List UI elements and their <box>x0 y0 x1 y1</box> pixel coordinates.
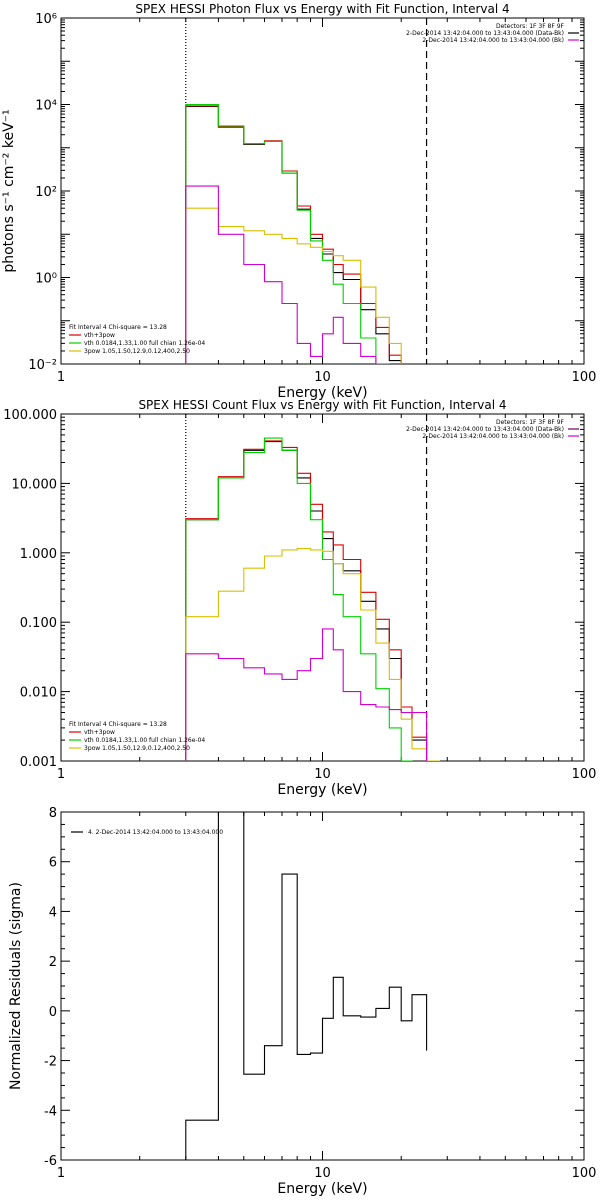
legend-top-entry: Detectors: 1F 3F 8F 9F <box>496 419 565 426</box>
series-line-4 <box>185 207 402 364</box>
chart-title: SPEX HESSI Count Flux vs Energy with Fit… <box>138 398 506 412</box>
y-tick-label: -6 <box>44 1154 57 1169</box>
x-tick-label: 1 <box>57 767 65 782</box>
series-line-2 <box>185 440 428 761</box>
plot-frame <box>60 811 585 1161</box>
series-group <box>185 437 440 761</box>
series-line-4 <box>185 548 440 761</box>
series-line-2 <box>185 105 402 364</box>
legend-bottom-entry: vth 0.0184,1.33,1.00 full chian 1.26e-04 <box>84 737 205 744</box>
x-tick-label: 10 <box>314 370 331 385</box>
legend-top-entry: 2-Dec-2014 13:42:04.000 to 13:43:04.000 … <box>422 433 564 440</box>
legend-bottom-entry: vth+3pow <box>84 332 115 339</box>
y-tick-label: 100.000 <box>3 408 57 423</box>
y-tick-label: 0.100 <box>20 616 57 631</box>
y-tick-label: 4 <box>49 905 57 920</box>
legend-bottom-entry: 3pow 1.05,1.50,12.9,0.12,400,2.50 <box>84 348 190 355</box>
chart-panel-2: SPEX HESSI Count Flux vs Energy with Fit… <box>3 398 596 798</box>
y-tick-label: 10⁴ <box>35 99 57 114</box>
x-tick-label: 1 <box>57 1166 65 1181</box>
chart-panel-1: SPEX HESSI Photon Flux vs Energy with Fi… <box>1 2 597 401</box>
y-tick-label: -2 <box>44 1055 57 1070</box>
series-line-5 <box>185 185 390 364</box>
x-tick-label: 100 <box>572 767 597 782</box>
series-line-5 <box>185 628 428 761</box>
series-group <box>185 103 402 364</box>
x-tick-label: 100 <box>572 370 597 385</box>
chart-title: SPEX HESSI Photon Flux vs Energy with Fi… <box>135 2 509 16</box>
legend-top-entry: 2-Dec-2014 13:42:04.000 to 13:43:04.000 … <box>422 37 564 44</box>
plot-frame <box>60 413 585 762</box>
x-tick-label: 10 <box>314 1166 331 1181</box>
series-line-3 <box>185 103 377 364</box>
x-axis-label: Energy (keV) <box>277 385 367 401</box>
plot-frame <box>60 17 585 365</box>
x-tick-label: 1 <box>57 370 65 385</box>
legend-bottom-entry: Fit Interval 4 Chi-square = 13.28 <box>69 324 167 331</box>
legend-top-entry: 2-Dec-2014 13:42:04.000 to 13:43:04.000 … <box>406 30 564 37</box>
legend-bottom-entry: vth+3pow <box>84 729 115 736</box>
x-tick-label: 10 <box>314 767 331 782</box>
legend-bottom-entry: 3pow 1.05,1.50,12.9,0.12,400,2.50 <box>84 745 190 752</box>
x-axis-label: Energy (keV) <box>277 782 367 798</box>
legend-top-entry: 2-Dec-2014 13:42:04.000 to 13:43:04.000 … <box>406 426 564 433</box>
y-tick-label: -4 <box>44 1104 57 1119</box>
y-tick-label: 1.000 <box>20 547 57 562</box>
series-line-1 <box>185 441 428 761</box>
y-tick-label: 10⁰ <box>35 272 57 287</box>
y-tick-label: 10⁶ <box>35 12 57 27</box>
y-tick-label: 0.001 <box>20 755 57 770</box>
y-tick-label: 2 <box>49 955 57 970</box>
legend-top-entry: Detectors: 1F 3F 8F 9F <box>496 23 565 30</box>
chart-panel-3: 1 10 100 -6 -4 -2 0 2 4 6 8 Energy (keV) Normalized … <box>8 806 596 1197</box>
y-tick-label: 10² <box>35 185 57 200</box>
legend-entry: 4. 2-Dec-2014 13:42:04.000 to 13:43:04.0… <box>88 829 223 836</box>
y-tick-label: 10⁻² <box>28 358 57 373</box>
y-tick-label: 10.000 <box>12 477 58 492</box>
y-tick-label: 0.010 <box>20 686 57 701</box>
legend-bottom-entry: vth 0.0184,1.33,1.00 full chian 1.26e-04 <box>84 340 205 347</box>
series-line-3 <box>185 437 413 761</box>
series-line-1 <box>185 812 428 1160</box>
x-tick-label: 100 <box>572 1166 597 1181</box>
y-axis-label: Normalized Residuals (sigma) <box>8 882 24 1090</box>
x-axis-label: Energy (keV) <box>277 1181 367 1197</box>
series-group <box>185 812 428 1160</box>
y-tick-label: 0 <box>49 1005 57 1020</box>
legend-bottom-entry: Fit Interval 4 Chi-square = 13.28 <box>69 721 167 728</box>
y-tick-label: 8 <box>49 806 57 821</box>
y-tick-label: 6 <box>49 856 57 871</box>
series-line-1 <box>185 105 402 364</box>
y-axis-label: photons s⁻¹ cm⁻² keV⁻¹ <box>1 109 17 272</box>
